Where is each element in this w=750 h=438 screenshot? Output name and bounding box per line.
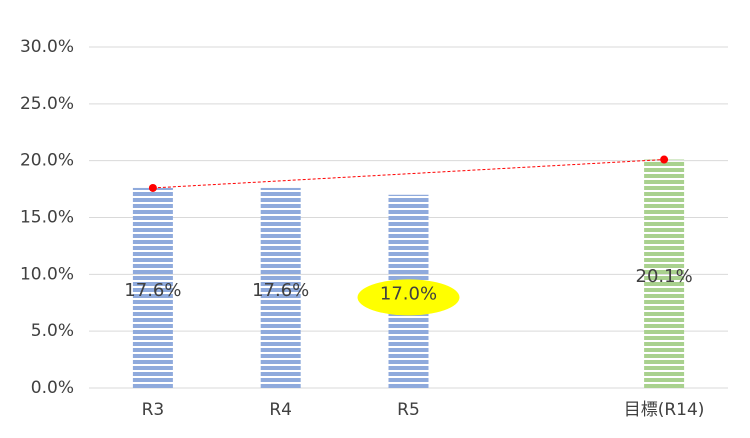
value-label: 17.6% <box>252 280 309 301</box>
value-label: 20.1% <box>636 266 693 287</box>
bar <box>260 187 301 388</box>
y-tick-label: 20.0% <box>20 151 74 171</box>
y-tick-label: 25.0% <box>20 94 74 114</box>
line-point <box>148 183 157 192</box>
y-tick-label: 15.0% <box>20 208 74 228</box>
value-label: 17.0% <box>380 283 437 304</box>
x-tick-label: R4 <box>269 400 292 420</box>
y-tick-label: 5.0% <box>31 321 74 341</box>
y-tick-label: 10.0% <box>20 264 74 284</box>
x-tick-label: R3 <box>142 400 165 420</box>
y-tick-label: 30.0% <box>20 37 74 57</box>
line-point <box>660 155 669 164</box>
bar <box>644 159 685 388</box>
y-tick-label: 0.0% <box>31 378 74 398</box>
x-tick-label: R5 <box>397 400 420 420</box>
target-line <box>152 159 665 189</box>
bar <box>132 187 173 388</box>
value-label: 17.6% <box>124 280 181 301</box>
highlight <box>357 279 460 316</box>
x-tick-label: 目標(R14) <box>624 400 705 420</box>
